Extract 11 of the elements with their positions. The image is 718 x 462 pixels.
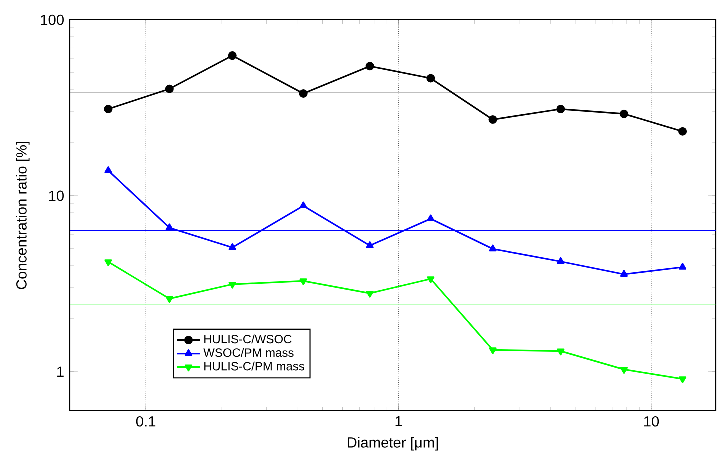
y-tick-label: 100: [41, 14, 64, 26]
y-axis-title: Concentration ratio [%]: [16, 142, 30, 290]
x-tick-label: 1: [396, 416, 402, 427]
x-tick-label: 0.1: [136, 416, 156, 427]
y-tick-label: 10: [49, 190, 64, 202]
y-tick-label: 1: [58, 366, 64, 378]
x-tick-label: 10: [644, 416, 660, 427]
legend-label: HULIS-C/WSOC: [204, 334, 292, 344]
x-axis-title: Diameter [μm]: [348, 437, 438, 451]
legend-label: WSOC/PM mass: [204, 348, 294, 358]
legend-label: HULIS-C/PM mass: [204, 362, 304, 371]
